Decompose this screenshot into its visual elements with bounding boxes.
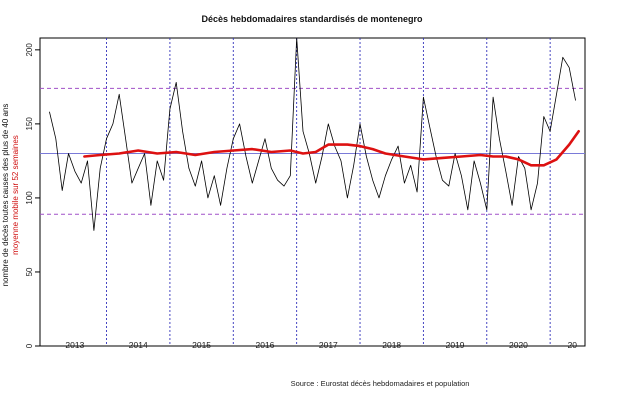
year-label-7: 2020	[509, 340, 528, 350]
source-note: Source : Eurostat décès hebdomadaires et…	[291, 379, 470, 388]
year-label-5: 2018	[382, 340, 401, 350]
year-label-3: 2016	[256, 340, 275, 350]
year-label-1: 2014	[129, 340, 148, 350]
y-tick-label-100: 100	[25, 191, 34, 205]
plot-frame	[39, 37, 586, 347]
series-line-moving-average	[83, 130, 581, 167]
year-label-4: 2017	[319, 340, 338, 350]
y-axis-label-secondary: moyenne mobile sur 52 semaines	[11, 135, 20, 255]
year-label-8: 20	[568, 340, 578, 350]
y-axis-label: nombre de décès toutes causes des plus d…	[1, 104, 10, 287]
y-tick-label-50: 50	[25, 267, 34, 276]
year-label-6: 2019	[446, 340, 465, 350]
y-tick-label-0: 0	[25, 343, 34, 348]
year-label-2: 2015	[192, 340, 211, 350]
y-tick-label-200: 200	[25, 43, 34, 57]
year-label-0: 2013	[65, 340, 84, 350]
chart-title: Décès hebdomadaires standardisés de mont…	[201, 14, 423, 24]
series-line-weekly	[49, 37, 576, 231]
y-tick-label-150: 150	[25, 117, 34, 131]
